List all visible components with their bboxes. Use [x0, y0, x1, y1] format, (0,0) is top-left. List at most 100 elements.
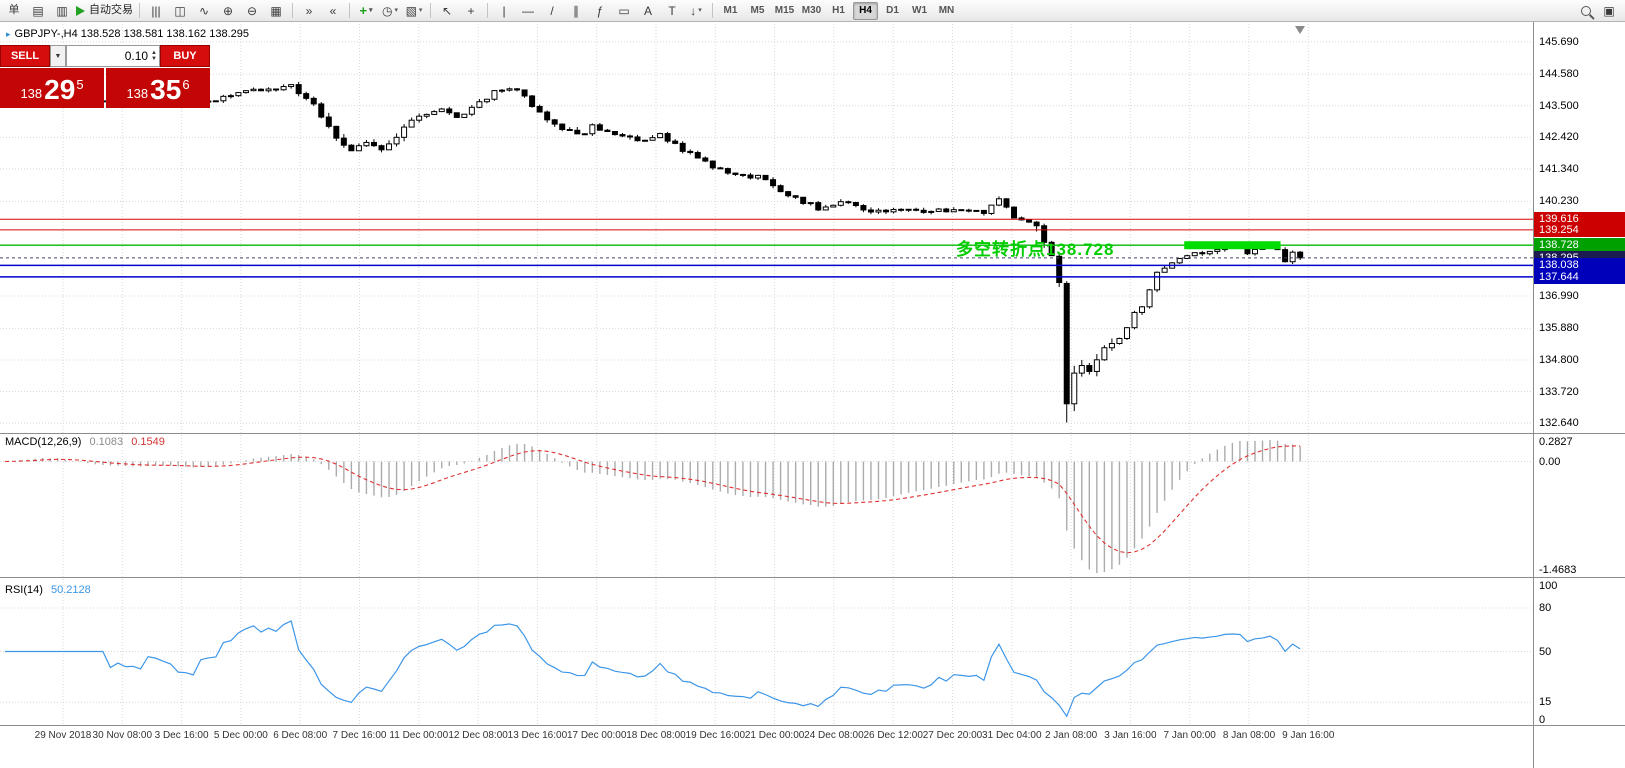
macd-indicator-label: MACD(12,26,9) 0.1083 0.1549: [5, 436, 165, 448]
symbol-info-line: ▸ GBPJPY-,H4 138.528 138.581 138.162 138…: [6, 28, 249, 40]
lot-spinner: ▲ ▼: [151, 50, 157, 62]
autotrading-button[interactable]: 自动交易: [75, 2, 134, 20]
axis-border: [1533, 22, 1534, 768]
search-icon[interactable]: [1581, 6, 1591, 16]
time-axis-label: 3 Jan 16:00: [1104, 730, 1157, 741]
arrows-icon[interactable]: ↓ ▾: [690, 3, 702, 18]
pane-separator[interactable]: [0, 433, 1625, 434]
pane-separator[interactable]: [0, 577, 1625, 578]
pivot-annotation-text: 多空转折点138.728: [956, 240, 1115, 259]
timeframe-m1-button[interactable]: M1: [723, 4, 738, 16]
price-axis-label: 142.420: [1539, 131, 1579, 144]
new-order-button[interactable]: 单: [8, 4, 20, 16]
timeframe-h1-button[interactable]: H1: [832, 4, 845, 16]
sell-button[interactable]: SELL: [0, 45, 50, 67]
text-label-icon[interactable]: T: [668, 3, 676, 18]
rsi-value: 50.2128: [50, 584, 91, 596]
buy-button[interactable]: BUY: [160, 45, 210, 67]
price-tag: 138.728: [1534, 238, 1625, 253]
timeframe-m5-button[interactable]: M5: [750, 4, 765, 16]
templates-button[interactable]: ▧ ▾: [405, 3, 423, 18]
price-axis-label: 133.720: [1539, 385, 1579, 398]
indicators-button[interactable]: + ▾: [359, 3, 373, 18]
fibonacci-icon[interactable]: ƒ: [596, 3, 604, 18]
price-axis-label: 144.580: [1539, 68, 1579, 81]
vertical-line-icon[interactable]: |: [502, 3, 506, 18]
line-chart-icon[interactable]: ∿: [198, 3, 210, 18]
tile-windows-icon[interactable]: ▦: [270, 3, 282, 18]
chart-window-icon[interactable]: ▤: [32, 3, 44, 18]
horizontal-line-icon[interactable]: —: [522, 3, 534, 18]
trendline-icon[interactable]: /: [550, 3, 554, 18]
lot-dropdown-button[interactable]: ▼: [50, 45, 66, 67]
lot-increase-button[interactable]: ▲: [151, 50, 157, 56]
zoom-in-icon[interactable]: ⊕: [222, 3, 234, 18]
lot-decrease-button[interactable]: ▼: [151, 56, 157, 62]
timeframe-m30-button[interactable]: M30: [801, 4, 822, 16]
toolbar-separator: [430, 3, 431, 18]
sell-price-pips: 29: [44, 74, 76, 105]
time-axis-label: 29 Nov 2018: [34, 730, 92, 741]
lot-size-value: 0.10: [124, 49, 149, 63]
time-axis-label: 2 Jan 08:00: [1044, 730, 1098, 741]
time-axis-label: 11 Dec 00:00: [389, 730, 449, 741]
candlestick-chart-icon[interactable]: ◫: [174, 3, 186, 18]
time-axis-label: 3 Dec 16:00: [154, 730, 209, 741]
macd-name: MACD(12,26,9): [5, 436, 82, 448]
one-click-trading-panel: SELL ▼ 0.10 ▲ ▼ BUY 138 29 5: [0, 45, 210, 108]
time-axis-label: 18 Dec 08:00: [626, 730, 686, 741]
crosshair-icon[interactable]: +: [467, 3, 475, 18]
time-axis-label: 5 Dec 00:00: [213, 730, 268, 741]
timeframe-w1-button[interactable]: W1: [912, 4, 927, 16]
price-axis-label: 132.640: [1539, 417, 1579, 430]
shapes-icon[interactable]: ▭: [618, 3, 630, 18]
zoom-out-icon[interactable]: ⊖: [246, 3, 258, 18]
timeframe-mn-button[interactable]: MN: [938, 4, 955, 16]
time-axis-label: 26 Dec 12:00: [863, 730, 923, 741]
text-icon[interactable]: A: [643, 3, 652, 18]
price-tag: 139.254: [1534, 222, 1625, 237]
sell-price-point: 5: [76, 77, 84, 92]
time-axis-label: 17 Dec 00:00: [566, 730, 627, 741]
chart-area: ▸ GBPJPY-,H4 138.528 138.581 138.162 138…: [0, 22, 1533, 768]
time-axis[interactable]: 29 Nov 2018 30 Nov 08:00 3 Dec 16:00 5 Dec …: [0, 726, 1533, 748]
lot-size-input[interactable]: 0.10 ▲ ▼: [66, 45, 160, 67]
price-axis-label: 134.800: [1539, 353, 1579, 366]
chart-canvas[interactable]: [0, 22, 1533, 768]
time-axis-label: 8 Jan 08:00: [1222, 730, 1276, 741]
chart-shift-icon[interactable]: «: [329, 3, 337, 18]
timeframe-d1-button[interactable]: D1: [886, 4, 899, 16]
sell-price-display[interactable]: 138 29 5: [0, 68, 104, 108]
bar-chart-icon[interactable]: |||: [151, 3, 161, 18]
price-axis[interactable]: 145.690 144.580 143.500 142.420 141.340 140.2…: [1534, 22, 1625, 768]
symbol-ohlc-text: GBPJPY-,H4 138.528 138.581 138.162 138.2…: [14, 28, 249, 40]
rsi-axis-label: 100: [1539, 580, 1558, 592]
time-axis-label: 7 Dec 16:00: [332, 730, 387, 741]
buy-price-display[interactable]: 138 35 6: [106, 68, 210, 108]
toolbar-separator: [487, 3, 488, 18]
cursor-icon[interactable]: ↖: [441, 3, 453, 18]
price-axis-label: 136.990: [1539, 289, 1579, 302]
profiles-icon[interactable]: ▥: [56, 3, 68, 18]
sell-price-figure: 138: [20, 86, 43, 101]
time-axis-label: 9 Jan 16:00: [1282, 730, 1335, 741]
timeframe-h4-button[interactable]: H4: [853, 1, 878, 20]
equidistant-channel-icon[interactable]: ∥: [573, 3, 579, 18]
periods-button[interactable]: ◷ ▾: [382, 3, 398, 18]
price-tag: 139.616: [1534, 212, 1625, 227]
macd-axis-label: 0.00: [1539, 455, 1561, 468]
timeframe-m15-button[interactable]: M15: [774, 4, 795, 16]
symbol-marker-icon: ▸: [6, 28, 11, 39]
data-window-icon[interactable]: ▣: [1603, 4, 1615, 18]
price-axis-label: 141.340: [1539, 162, 1579, 175]
rsi-axis-label: 80: [1539, 602, 1552, 614]
auto-scroll-icon[interactable]: »: [305, 3, 313, 18]
macd-axis-label: -1.4683: [1539, 564, 1577, 576]
price-axis-label: 135.880: [1539, 322, 1579, 335]
time-axis-label: 27 Dec 20:00: [922, 730, 983, 741]
price-axis-label: 143.500: [1539, 99, 1579, 112]
macd-main-value: 0.1083: [89, 436, 124, 448]
play-icon: [76, 5, 85, 16]
time-axis-label: 19 Dec 16:00: [685, 730, 746, 741]
